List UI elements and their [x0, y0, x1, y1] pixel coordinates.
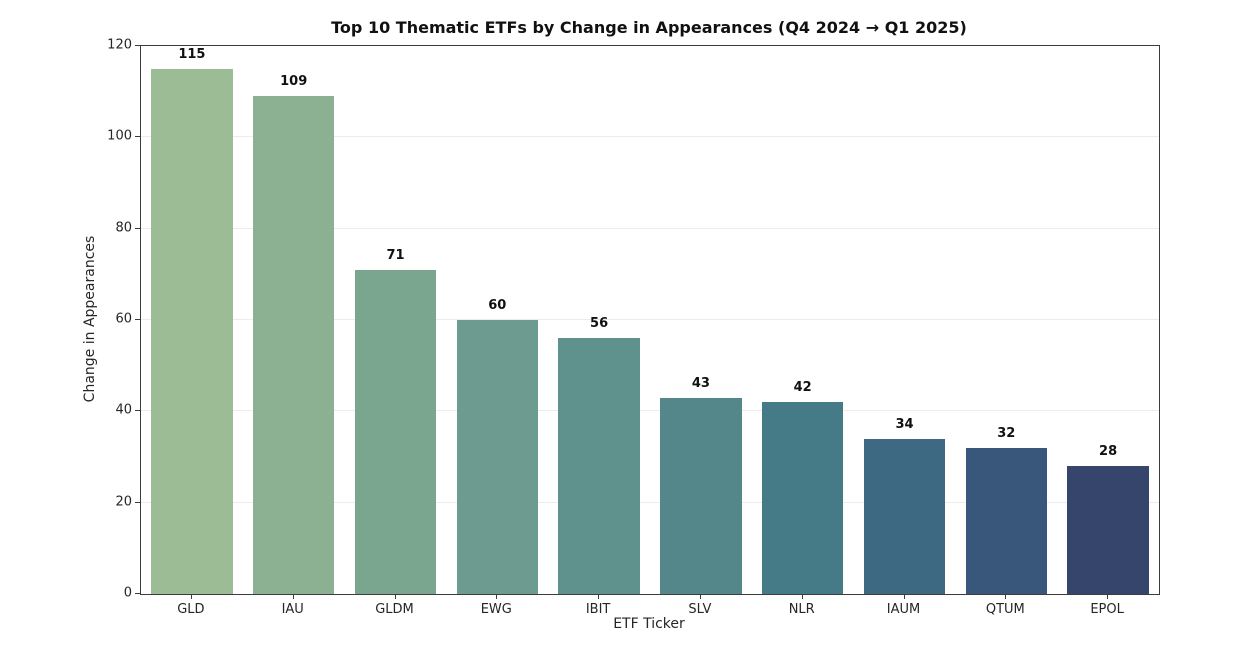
- bar-epol: [1067, 466, 1149, 594]
- plot-area: 115 109 71 60 56 43 42 34 32 28: [140, 45, 1160, 595]
- bar-value-label: 115: [178, 46, 206, 62]
- bar-value-label: 28: [1099, 444, 1118, 460]
- bar-gld: [151, 68, 233, 594]
- bar-value-label: 109: [280, 74, 308, 90]
- y-tick-mark: [135, 319, 140, 320]
- x-tick-mark: [190, 594, 192, 599]
- bar-value-label: 56: [590, 316, 609, 332]
- x-tick-mark: [292, 594, 294, 599]
- bar-value-label: 71: [386, 247, 405, 263]
- y-tick-label: 120: [107, 37, 132, 53]
- bar-gldm: [354, 269, 437, 594]
- y-tick-label: 20: [115, 494, 132, 510]
- y-tick-label: 100: [107, 128, 132, 144]
- x-tick-label-gld: GLD: [177, 602, 205, 617]
- x-tick-mark: [699, 594, 701, 599]
- x-tick-mark: [801, 594, 803, 599]
- x-tick-label-epol: EPOL: [1090, 602, 1124, 617]
- y-axis-label: Change in Appearances: [82, 235, 98, 403]
- y-tick-mark: [135, 136, 140, 138]
- x-tick-mark: [1005, 594, 1007, 599]
- y-tick-mark: [135, 45, 140, 46]
- x-tick-label-slv: SLV: [688, 602, 712, 617]
- bar-ibit: [558, 338, 640, 594]
- bar-slv: [660, 397, 742, 594]
- bar-ewg: [456, 320, 539, 594]
- gridline: [141, 227, 1159, 229]
- gridline: [141, 410, 1159, 412]
- x-tick-label-iau: IAU: [281, 602, 304, 617]
- bar-value-label: 43: [691, 375, 710, 391]
- y-tick-mark: [135, 593, 140, 594]
- y-tick-mark: [135, 227, 140, 229]
- y-tick-label: 80: [115, 220, 132, 236]
- bar-value-label: 42: [793, 380, 812, 396]
- bar-value-label: 34: [895, 416, 914, 432]
- chart-title: Top 10 Thematic ETFs by Change in Appear…: [331, 18, 967, 37]
- y-tick-label: 60: [115, 311, 132, 327]
- x-tick-label-iaum: IAUM: [886, 602, 921, 617]
- gridline: [141, 501, 1159, 503]
- bar-iaum: [863, 438, 946, 594]
- bar-iau: [252, 96, 335, 594]
- bar-qtum: [965, 447, 1048, 594]
- x-axis-label: ETF Ticker: [613, 616, 685, 632]
- x-tick-label-gldm: GLDM: [375, 602, 414, 617]
- x-tick-mark: [903, 594, 905, 599]
- gridline: [141, 136, 1159, 138]
- y-tick-mark: [135, 501, 140, 503]
- x-tick-label-ibit: IBIT: [585, 602, 611, 617]
- bar-value-label: 60: [488, 298, 507, 313]
- x-tick-label-nlr: NLR: [788, 602, 815, 617]
- y-tick-label: 40: [115, 402, 132, 418]
- y-tick-mark: [135, 410, 140, 412]
- x-tick-label-ewg: EWG: [480, 602, 512, 617]
- bar-value-label: 32: [997, 425, 1016, 441]
- y-tick-label: 0: [123, 585, 132, 601]
- x-tick-label-qtum: QTUM: [985, 602, 1025, 617]
- x-tick-mark: [496, 594, 498, 599]
- gridline: [141, 319, 1159, 320]
- x-tick-mark: [394, 594, 396, 599]
- bar-nlr: [761, 402, 844, 594]
- x-tick-mark: [1107, 594, 1109, 599]
- x-tick-mark: [598, 594, 600, 599]
